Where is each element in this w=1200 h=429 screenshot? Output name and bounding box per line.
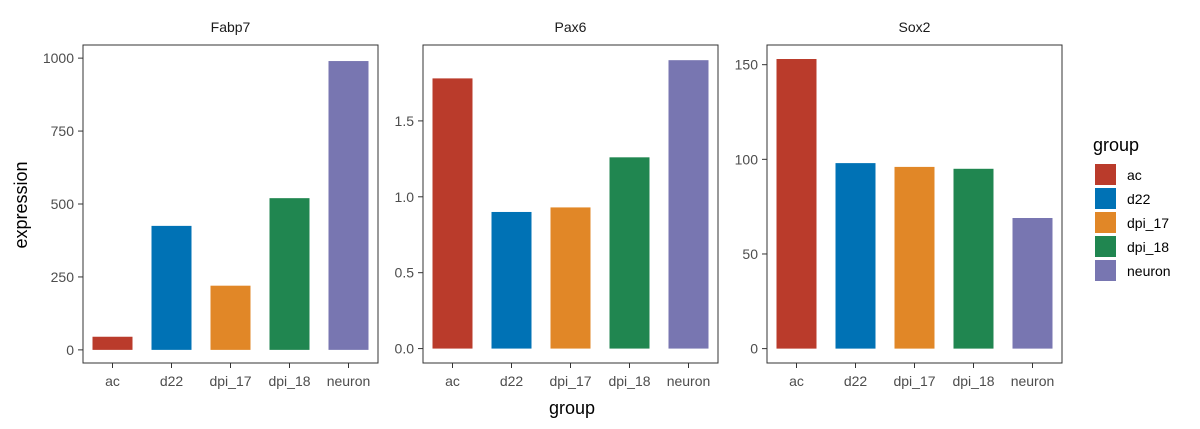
legend-label-neuron: neuron [1127, 263, 1171, 279]
panel-pax6: Pax6 0.0 0.5 1.0 1.5 ac d22 dpi_17 dpi_18 neuron [395, 19, 719, 389]
bar-d22 [491, 211, 532, 349]
y-tick-label: 250 [51, 269, 75, 285]
y-tick-label: 0.0 [395, 341, 415, 357]
y-tick-label: 1.5 [395, 113, 415, 129]
y-tick-label: 150 [735, 57, 759, 73]
y-tick-label: 500 [51, 196, 75, 212]
x-tick-label: neuron [667, 373, 711, 389]
x-tick-label: dpi_18 [608, 373, 650, 389]
x-tick-label: d22 [160, 373, 184, 389]
facet-title: Fabp7 [211, 19, 251, 35]
bar-neuron [328, 61, 369, 350]
legend-key-dpi_17 [1095, 212, 1116, 233]
bar-d22 [151, 225, 192, 350]
facet-title: Pax6 [555, 19, 587, 35]
legend-key-neuron [1095, 260, 1116, 281]
legend-key-ac [1095, 164, 1116, 185]
x-tick-label: d22 [500, 373, 524, 389]
y-tick-label: 0 [750, 341, 758, 357]
legend-key-d22 [1095, 188, 1116, 209]
y-tick-label: 100 [735, 151, 759, 167]
bar-dpi_18 [269, 198, 310, 350]
bar-dpi_18 [953, 168, 994, 349]
legend-label-d22: d22 [1127, 191, 1151, 207]
x-tick-label: dpi_17 [209, 373, 251, 389]
bar-dpi_17 [894, 166, 935, 349]
y-axis-title: expression [11, 161, 31, 248]
panel-fabp7: Fabp7 0 250 500 750 1000 ac d22 dpi_17 dpi_18 neur… [43, 19, 379, 389]
legend-key-dpi_18 [1095, 236, 1116, 257]
y-tick-label: 0 [66, 342, 74, 358]
x-tick-label: ac [445, 373, 460, 389]
y-tick-label: 1000 [43, 50, 74, 66]
legend-title: group [1093, 135, 1139, 155]
x-tick-label: dpi_18 [952, 373, 994, 389]
x-tick-label: neuron [1011, 373, 1055, 389]
y-tick-label: 1.0 [395, 189, 415, 205]
bar-ac [432, 78, 473, 349]
x-tick-label: d22 [844, 373, 868, 389]
y-tick-label: 0.5 [395, 265, 415, 281]
legend-label-dpi_18: dpi_18 [1127, 239, 1169, 255]
facet-title: Sox2 [899, 19, 931, 35]
bar-d22 [835, 163, 876, 349]
x-tick-label: dpi_18 [268, 373, 310, 389]
bar-ac [92, 336, 133, 350]
bar-dpi_18 [609, 157, 650, 349]
bar-neuron [668, 60, 709, 349]
bar-neuron [1012, 218, 1053, 349]
x-tick-label: ac [105, 373, 120, 389]
panel-sox2: Sox2 0 50 100 150 ac d22 dpi_17 dpi_18 neuron [735, 19, 1063, 389]
x-tick-label: neuron [327, 373, 371, 389]
x-tick-label: dpi_17 [893, 373, 935, 389]
legend-label-ac: ac [1127, 167, 1142, 183]
y-tick-label: 750 [51, 123, 75, 139]
bar-dpi_17 [210, 285, 251, 350]
x-tick-label: dpi_17 [549, 373, 591, 389]
bar-dpi_17 [550, 207, 591, 349]
legend-label-dpi_17: dpi_17 [1127, 215, 1169, 231]
bar-ac [776, 59, 817, 349]
x-axis-title: group [549, 398, 595, 418]
y-tick-label: 50 [742, 246, 758, 262]
x-tick-label: ac [789, 373, 804, 389]
